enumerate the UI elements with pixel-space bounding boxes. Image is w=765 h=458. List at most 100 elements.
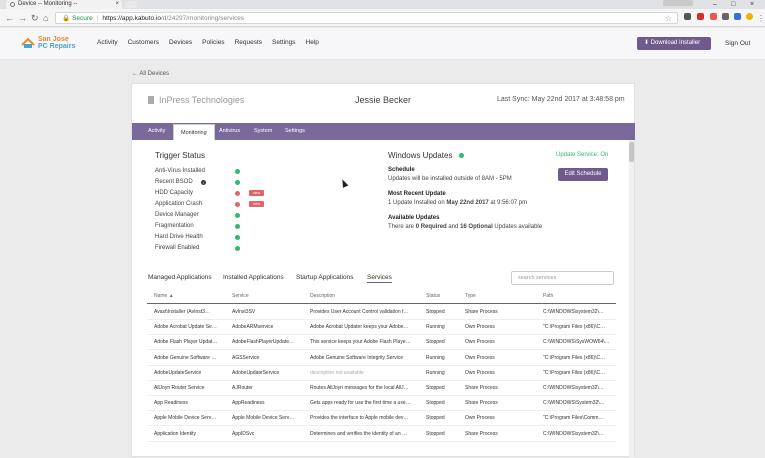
cell-name: Apple Mobile Device Serv… — [154, 415, 217, 422]
extension-icon[interactable] — [697, 13, 704, 20]
tab-activity[interactable]: Activity — [148, 128, 166, 134]
column-description[interactable]: Description — [310, 293, 336, 299]
tab-managed-applications[interactable]: Managed Applications — [148, 274, 212, 281]
windows-updates-title: Windows Updates — [388, 151, 453, 160]
table-row[interactable]: AllJoyn Router Service AJRouter Routes All… — [147, 381, 616, 396]
cell-path: "C:\Program Files (x86)\C… — [543, 369, 606, 376]
table-row[interactable]: Apple Mobile Device Serv… Apple Mobile De… — [147, 411, 616, 427]
sign-out-link[interactable]: Sign Out — [725, 40, 751, 47]
tab-startup-applications[interactable]: Startup Applications — [296, 274, 354, 281]
bookmark-star-icon[interactable]: ☆ — [664, 14, 672, 23]
download-label: Download Installer — [650, 40, 701, 46]
table-row[interactable]: Adobe Genuine Software … AGSService Adobe … — [147, 351, 616, 366]
scrollbar[interactable] — [629, 140, 634, 458]
nav-devices[interactable]: Devices — [169, 39, 193, 46]
nav-help[interactable]: Help — [305, 39, 319, 46]
home-icon[interactable]: ⌂ — [43, 13, 49, 23]
info-icon[interactable]: i — [201, 180, 206, 185]
nav-policies[interactable]: Policies — [202, 39, 225, 46]
nav-requests[interactable]: Requests — [234, 39, 263, 46]
table-row[interactable]: App Readiness AppReadiness Gets apps ready… — [147, 396, 616, 412]
back-to-devices-link[interactable]: ← All Devices — [132, 71, 169, 77]
cell-type: Share Process — [465, 400, 498, 407]
extension-icon[interactable] — [710, 13, 717, 20]
column-status[interactable]: Status — [426, 293, 441, 299]
close-tab-icon[interactable]: × — [115, 1, 119, 7]
cell-status: Stopped — [426, 430, 445, 437]
last-sync: Last Sync: May 22nd 2017 at 3:48:58 pm — [497, 96, 625, 103]
tab-system[interactable]: System — [254, 128, 273, 134]
cell-description: Determines and verifies the identity of … — [310, 430, 407, 437]
available-updates-label: Available Updates — [388, 215, 440, 221]
cell-type: Own Process — [465, 324, 495, 331]
minimize-icon[interactable]: – — [713, 1, 717, 8]
cell-description: Gets apps ready for use the first time a… — [310, 400, 411, 407]
url-field[interactable]: 🔒 Secure | https://app.kabuto.io/d/24297/mo… — [55, 12, 678, 24]
cell-status: Stopped — [426, 385, 445, 391]
cell-description: Adobe Acrobat Updater keeps your Adobe… — [310, 324, 409, 331]
recent-time: at 9:56:07 pm — [490, 200, 528, 206]
nav-settings[interactable]: Settings — [272, 39, 296, 46]
cell-name: Adobe Acrobat Update Se… — [154, 324, 217, 331]
recent-pre: 1 Update Installed on — [388, 200, 445, 206]
browser-tab[interactable]: Device -- Monitoring -- × — [6, 0, 122, 9]
extension-icon[interactable] — [684, 13, 691, 20]
profile-button[interactable] — [663, 0, 693, 6]
table-row[interactable]: Avast\Installer (AvInst3… AvInst3SV Provid… — [147, 305, 616, 320]
new-tab-button[interactable] — [125, 1, 137, 8]
tab-monitoring[interactable]: Monitoring — [173, 124, 215, 140]
back-arrow-icon[interactable]: ← — [5, 13, 14, 23]
table-row[interactable]: Adobe Flash Player Updat… AdobeFlashPlaye… — [147, 335, 616, 351]
nav-activity[interactable]: Activity — [97, 39, 118, 46]
scrollbar-thumb[interactable] — [629, 142, 634, 162]
tab-antivirus[interactable]: Antivirus — [219, 128, 241, 134]
close-window-icon[interactable]: × — [750, 1, 755, 8]
cell-description: Provides User Account Control validation… — [310, 309, 409, 315]
column-name[interactable]: Name ▲ — [154, 293, 174, 299]
available-mid: and — [448, 224, 459, 230]
column-path[interactable]: Path — [543, 293, 554, 299]
maximize-icon[interactable]: □ — [731, 1, 736, 8]
cell-description: Adobe Genuine Software Integrity Service — [310, 354, 404, 361]
status-alert-icon — [235, 191, 240, 196]
schedule-text: Updates will be installed outside of 8AM… — [388, 176, 512, 182]
cell-path: C:\WINDOWS\system32\… — [543, 385, 604, 391]
reload-icon[interactable]: ↻ — [31, 13, 39, 23]
view-button[interactable]: view — [249, 201, 264, 207]
browser-tabbar: Device -- Monitoring -- × – □ × — [0, 0, 765, 9]
tab-installed-applications[interactable]: Installed Applications — [223, 274, 284, 281]
forward-arrow-icon[interactable]: → — [18, 13, 27, 23]
cell-type: Share Process — [465, 309, 498, 315]
cell-type: Own Process — [465, 369, 495, 376]
secure-label: Secure — [72, 15, 93, 22]
table-row[interactable]: AdobeUpdateService AdobeUpdateService desc… — [147, 366, 616, 381]
cell-type: Share Process — [465, 385, 498, 391]
loading-icon — [10, 2, 15, 7]
app-header: San Jose PC Repairs Activity Customers D… — [0, 28, 765, 60]
edit-schedule-button[interactable]: Edit Schedule — [558, 168, 608, 181]
extension-icon[interactable] — [746, 13, 753, 20]
browser-menu-icon[interactable]: ⋮ — [757, 14, 765, 23]
lock-icon: 🔒 — [62, 15, 71, 22]
status-ok-icon — [459, 153, 464, 158]
cell-service: AdobeARMservice — [232, 324, 274, 331]
column-service[interactable]: Service — [232, 293, 249, 299]
table-row[interactable]: Adobe Acrobat Update Se… AdobeARMservice A… — [147, 320, 616, 336]
extension-icon[interactable] — [722, 13, 729, 20]
back-link-label: All Devices — [139, 71, 170, 77]
tab-settings[interactable]: Settings — [285, 128, 305, 134]
cell-description: This service keeps your Adobe Flash Play… — [310, 339, 411, 346]
tab-services[interactable]: Services — [367, 274, 392, 283]
table-row[interactable]: Application Identity AppIDSvc Determines a… — [147, 427, 616, 442]
cell-path: C:\WINDOWS\system32\… — [543, 430, 604, 437]
nav-customers[interactable]: Customers — [127, 39, 160, 46]
update-service-status: Update Service: On — [556, 152, 609, 158]
column-type[interactable]: Type — [465, 293, 476, 299]
logo-icon[interactable] — [21, 37, 35, 49]
search-services-input[interactable]: search services — [511, 271, 614, 285]
extension-icon[interactable] — [734, 13, 741, 20]
back-arrow-icon: ← — [132, 71, 138, 77]
building-icon — [148, 96, 154, 104]
view-button[interactable]: view — [249, 190, 264, 196]
download-installer-button[interactable]: ⬇ Download Installer — [637, 37, 711, 50]
